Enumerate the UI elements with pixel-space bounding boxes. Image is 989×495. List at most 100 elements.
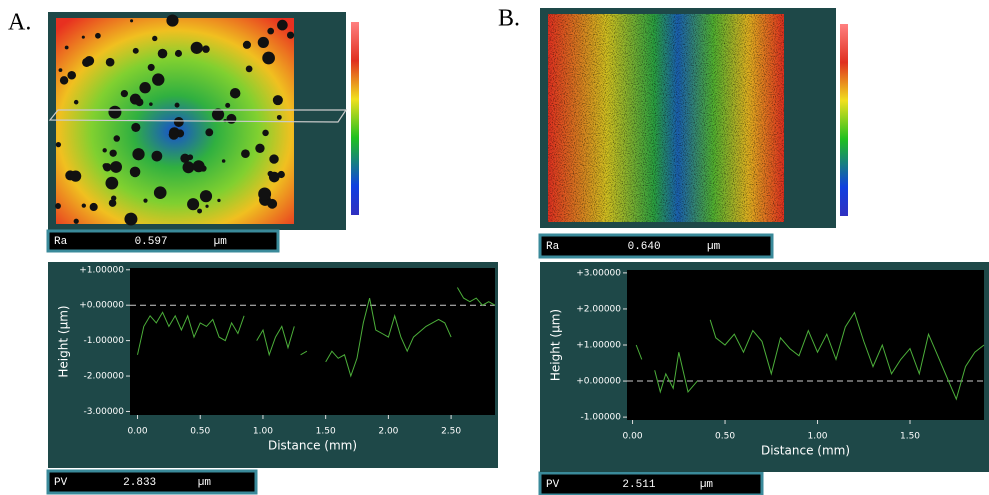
- y-tick-label: -3.00000: [84, 407, 125, 417]
- map-texture: [548, 14, 784, 222]
- plot-area: [130, 268, 495, 415]
- pore: [152, 73, 165, 86]
- pore: [187, 198, 200, 211]
- profile-line: [137, 287, 496, 378]
- x-tick-label: 1.00: [807, 432, 827, 442]
- x-tick-label: 2.50: [441, 427, 461, 437]
- pore: [221, 159, 226, 163]
- ra-name: Ra: [54, 236, 68, 248]
- pore: [286, 31, 295, 39]
- y-tick-label: -1.00000: [84, 336, 125, 346]
- pore: [269, 154, 279, 164]
- pore: [276, 114, 282, 120]
- y-tick-label: +1.00000: [576, 341, 621, 351]
- colorbar-unit: µm: [393, 114, 408, 124]
- pore: [152, 35, 158, 42]
- colorbar-min: -3.45857: [365, 207, 405, 217]
- pore: [124, 212, 138, 226]
- pore: [267, 27, 275, 35]
- pore: [105, 57, 115, 67]
- pore: [129, 166, 141, 178]
- pore: [110, 161, 122, 173]
- pore: [197, 208, 203, 214]
- pore: [241, 149, 250, 159]
- pore: [225, 102, 231, 108]
- panel-label: B.: [498, 6, 520, 32]
- pore: [226, 113, 237, 124]
- pore: [262, 51, 275, 65]
- x-tick-label: 1.50: [900, 432, 920, 442]
- y-axis-label: Height (µm): [549, 309, 563, 381]
- pore: [257, 36, 269, 49]
- pore: [139, 82, 151, 94]
- pore: [174, 49, 183, 57]
- x-tick-label: 0.00: [128, 427, 148, 437]
- pv-name: PV: [546, 479, 560, 491]
- pv-box: [46, 469, 258, 495]
- y-tick-label: +0.00000: [79, 301, 124, 311]
- colorbar-unit: µm: [882, 116, 897, 126]
- pore: [55, 203, 61, 209]
- ra-box: [538, 233, 774, 259]
- pore: [192, 160, 205, 173]
- pore: [64, 45, 69, 50]
- pore: [132, 148, 145, 161]
- pore: [58, 68, 63, 73]
- colorbar-min: -2.89832: [854, 208, 894, 218]
- pore: [157, 48, 168, 59]
- pore: [180, 153, 190, 163]
- ra-box: [46, 229, 280, 253]
- pore: [272, 95, 283, 106]
- pore: [245, 65, 253, 73]
- pore: [151, 150, 163, 162]
- pore: [108, 199, 117, 207]
- ra-value: 0.597: [135, 236, 168, 248]
- ra-value: 0.640: [628, 241, 661, 253]
- pore: [67, 70, 77, 80]
- pore: [168, 129, 179, 140]
- pore: [205, 204, 209, 208]
- pore: [81, 203, 86, 208]
- pore: [153, 186, 167, 200]
- pv-unit: µm: [198, 477, 212, 489]
- y-tick-label: +2.00000: [576, 304, 621, 314]
- pore: [258, 187, 272, 201]
- pore: [229, 87, 241, 99]
- pv-name: PV: [54, 477, 68, 489]
- pore: [102, 163, 109, 169]
- colorbar-max: +2.71858: [365, 20, 410, 30]
- pore: [135, 98, 144, 107]
- pore: [147, 63, 155, 71]
- pore: [89, 202, 98, 212]
- x-tick-label: 0.00: [623, 432, 643, 442]
- pore: [268, 171, 280, 183]
- pore: [108, 105, 122, 119]
- pore: [190, 41, 203, 54]
- y-tick-label: -2.00000: [84, 372, 125, 382]
- pore: [113, 135, 121, 142]
- pore: [82, 57, 92, 67]
- x-axis-label: Distance (mm): [268, 439, 357, 453]
- ra-unit: µm: [214, 236, 228, 248]
- pore: [205, 128, 214, 137]
- pore: [73, 99, 79, 105]
- pore: [109, 149, 117, 157]
- pore: [182, 161, 195, 174]
- pore: [217, 198, 221, 203]
- pore: [130, 19, 134, 23]
- x-tick-label: 0.50: [715, 432, 735, 442]
- pv-unit: µm: [700, 479, 714, 491]
- pore: [174, 102, 180, 108]
- pore: [202, 45, 210, 53]
- pore: [211, 108, 225, 121]
- y-axis-label: Height (µm): [57, 305, 71, 377]
- pore: [277, 19, 288, 31]
- pore: [149, 102, 153, 106]
- y-tick-label: -1.00000: [581, 413, 622, 423]
- x-tick-label: 2.00: [378, 427, 398, 437]
- pore: [70, 170, 82, 182]
- pore: [262, 129, 269, 137]
- pore: [242, 40, 251, 49]
- profile-line: [635, 311, 985, 401]
